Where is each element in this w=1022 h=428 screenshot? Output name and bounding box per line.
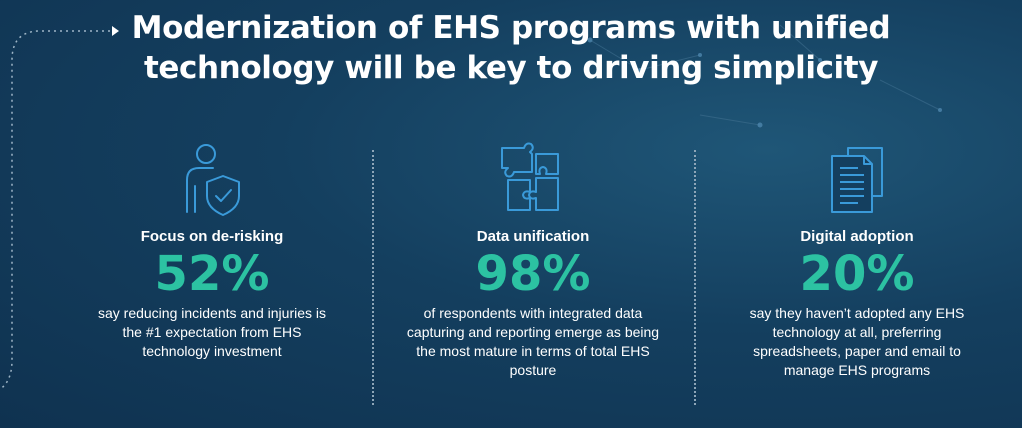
title-line-1: Modernization of EHS programs with unifi… [131, 10, 891, 46]
person-shield-icon [186, 144, 240, 216]
column-divider [372, 150, 374, 405]
column-heading: Data unification [476, 228, 590, 245]
column-description: of respondents with integrated data capt… [406, 305, 660, 378]
column-description: say reducing incidents and injuries is t… [97, 305, 326, 359]
column-stat: 98% [475, 246, 591, 302]
column-divider [694, 150, 696, 405]
column-stat: 52% [154, 246, 270, 302]
column-heading: Digital adoption [800, 228, 914, 245]
puzzle-icon [501, 142, 559, 211]
documents-icon [831, 147, 883, 213]
column-stat: 20% [799, 246, 915, 302]
stat-column-derisking: Focus on de-risking 52% say reducing inc… [52, 140, 372, 361]
title-arrow-icon [112, 26, 119, 36]
title-line-2: technology will be key to driving simpli… [143, 50, 879, 86]
column-description: say they haven’t adopted any EHS technol… [749, 305, 965, 378]
page-title: Modernization of EHS programs with unifi… [0, 8, 1022, 88]
column-heading: Focus on de-risking [140, 228, 284, 245]
stat-column-data-unification: Data unification 98% of respondents with… [373, 140, 693, 380]
stat-column-digital-adoption: Digital adoption 20% say they haven’t ad… [697, 140, 1017, 380]
